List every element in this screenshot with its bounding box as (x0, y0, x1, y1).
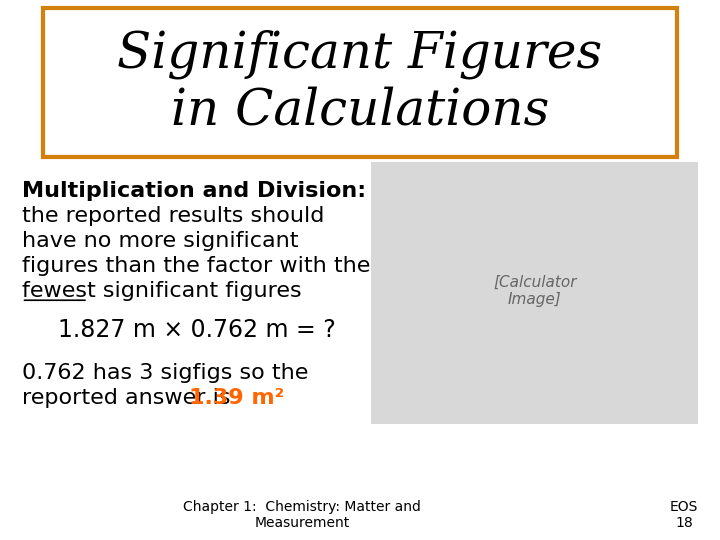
Text: EOS
18: EOS 18 (670, 500, 698, 530)
Text: Significant Figures: Significant Figures (117, 29, 603, 79)
Text: 0.762 has 3 sigfigs so the: 0.762 has 3 sigfigs so the (22, 363, 308, 383)
Text: reported answer is: reported answer is (22, 388, 237, 408)
Text: Multiplication and Division:: Multiplication and Division: (22, 181, 366, 201)
Text: 1.39 m²: 1.39 m² (189, 388, 284, 408)
Text: [Calculator
Image]: [Calculator Image] (493, 274, 577, 307)
Text: Chapter 1:  Chemistry: Matter and
Measurement: Chapter 1: Chemistry: Matter and Measure… (184, 500, 421, 530)
Text: in Calculations: in Calculations (171, 86, 549, 136)
Text: fewest significant figures: fewest significant figures (22, 281, 301, 301)
Text: the reported results should: the reported results should (22, 206, 324, 226)
Text: have no more significant: have no more significant (22, 231, 298, 251)
FancyBboxPatch shape (43, 8, 677, 157)
Text: figures than the factor with the: figures than the factor with the (22, 256, 370, 276)
Text: 1.827 m × 0.762 m = ?: 1.827 m × 0.762 m = ? (58, 318, 336, 341)
FancyBboxPatch shape (371, 162, 698, 424)
